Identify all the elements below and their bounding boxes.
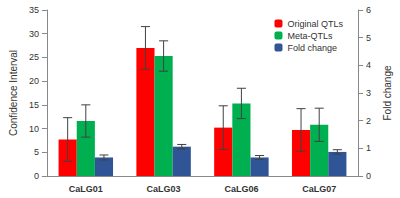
svg-text:25: 25 [29, 52, 39, 62]
svg-text:20: 20 [29, 76, 39, 86]
svg-text:Original QTLs: Original QTLs [287, 19, 343, 29]
svg-text:Fold change: Fold change [287, 43, 337, 53]
svg-text:Confidence Interval: Confidence Interval [8, 50, 19, 136]
svg-text:10: 10 [29, 124, 39, 134]
svg-text:CaLG03: CaLG03 [147, 184, 181, 194]
svg-text:5: 5 [366, 33, 371, 43]
svg-text:6: 6 [366, 5, 371, 15]
svg-text:CaLG06: CaLG06 [224, 184, 258, 194]
svg-text:15: 15 [29, 100, 39, 110]
svg-text:Meta-QTLs: Meta-QTLs [287, 31, 333, 41]
svg-text:1: 1 [366, 143, 371, 153]
svg-text:2: 2 [366, 116, 371, 126]
svg-text:4: 4 [366, 60, 371, 70]
svg-text:35: 35 [29, 5, 39, 15]
svg-text:5: 5 [34, 147, 39, 157]
svg-text:Fold change: Fold change [382, 65, 393, 120]
svg-text:30: 30 [29, 29, 39, 39]
svg-text:0: 0 [366, 171, 371, 181]
svg-text:CaLG07: CaLG07 [302, 184, 336, 194]
svg-text:CaLG01: CaLG01 [69, 184, 103, 194]
svg-text:0: 0 [34, 171, 39, 181]
svg-text:3: 3 [366, 88, 371, 98]
